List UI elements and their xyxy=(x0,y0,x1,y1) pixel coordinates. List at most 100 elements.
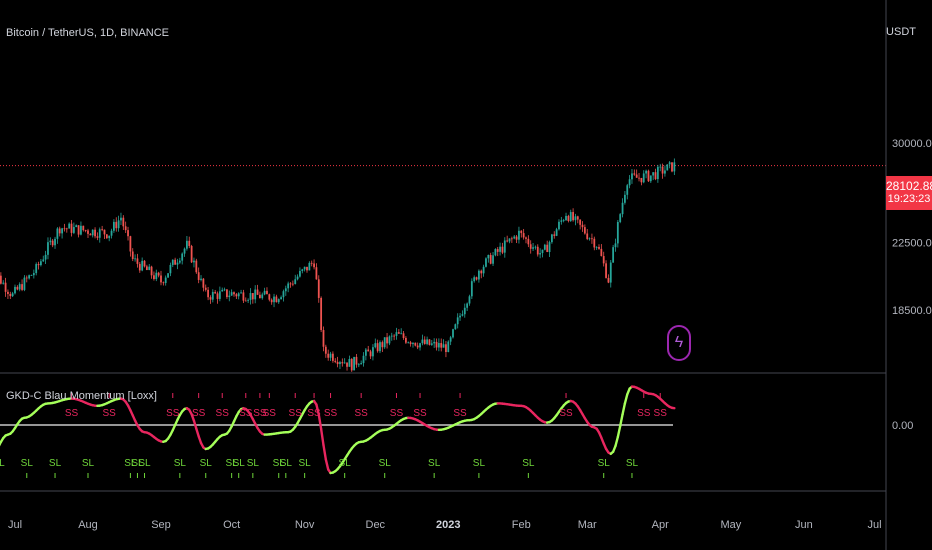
signal-short-label: SS xyxy=(637,408,651,419)
currency-label: USDT xyxy=(886,26,916,38)
candle-body xyxy=(131,251,134,260)
candle-body xyxy=(49,240,52,243)
candle-body xyxy=(374,343,377,348)
candle-body xyxy=(369,351,372,357)
candle-body xyxy=(296,276,299,280)
candle-body xyxy=(21,284,23,290)
candle-body xyxy=(259,294,261,299)
candle-body xyxy=(419,343,421,348)
candle-body xyxy=(492,255,494,264)
candle-body xyxy=(449,337,452,342)
indicator-title: GKD-C Blau Momentum [Loxx] xyxy=(6,390,157,402)
candle-body xyxy=(317,279,320,298)
candle-body xyxy=(261,294,264,299)
candle-body xyxy=(475,277,478,280)
candle-body xyxy=(56,228,59,239)
candle-body xyxy=(661,166,664,174)
oscillator-segment xyxy=(618,413,624,428)
candle-body xyxy=(390,335,393,337)
candle-body xyxy=(84,230,87,231)
candle-body xyxy=(534,246,537,248)
candle-body xyxy=(251,293,254,300)
candle-body xyxy=(299,270,301,277)
candle-body xyxy=(612,247,615,263)
x-tick-label: Jul xyxy=(867,519,881,531)
signal-long-label: SL xyxy=(233,458,246,469)
candle-body xyxy=(409,342,412,345)
candle-body xyxy=(44,254,47,260)
signal-long-label: SL xyxy=(82,458,95,469)
candle-body xyxy=(70,223,73,233)
x-tick-label: 2023 xyxy=(436,519,460,531)
candle-body xyxy=(209,297,212,300)
candle-body xyxy=(628,179,631,186)
signal-long-label: SL xyxy=(247,458,260,469)
candle-body xyxy=(423,339,426,344)
candle-body xyxy=(237,293,240,297)
oscillator-segment xyxy=(317,413,323,431)
candle-body xyxy=(150,266,153,276)
candle-body xyxy=(395,332,398,336)
candle-body xyxy=(270,299,273,303)
candle-body xyxy=(548,242,551,252)
candle-body xyxy=(487,254,490,259)
candle-body xyxy=(386,337,388,344)
candle-body xyxy=(522,233,525,238)
lightning-bolt-icon[interactable]: ϟ xyxy=(667,325,691,361)
signal-short-label: SS xyxy=(390,408,404,419)
signal-long-label: SL xyxy=(299,458,312,469)
candle-body xyxy=(16,286,19,290)
candle-body xyxy=(518,230,520,240)
y-tick-label: 30000.00 xyxy=(892,138,932,150)
candle-body xyxy=(529,244,532,249)
candle-body xyxy=(145,266,148,271)
candle-body xyxy=(543,244,546,250)
candle-body xyxy=(190,245,193,263)
signal-long-label: SL xyxy=(226,458,239,469)
candle-body xyxy=(183,248,186,254)
signal-long-label: SL xyxy=(49,458,62,469)
candle-body xyxy=(207,289,209,298)
candle-body xyxy=(254,289,257,300)
signal-short-label: SS xyxy=(307,408,321,419)
candle-body xyxy=(320,297,323,331)
candle-body xyxy=(635,174,638,178)
oscillator-segment xyxy=(614,435,620,448)
candle-body xyxy=(294,279,297,284)
candle-body xyxy=(54,238,56,246)
candle-body xyxy=(164,277,167,283)
signal-long-label: SL xyxy=(280,458,293,469)
candle-body xyxy=(68,223,71,229)
candle-body xyxy=(393,335,396,337)
candle-body xyxy=(649,175,652,182)
candle-body xyxy=(357,364,360,366)
x-tick-label: Jun xyxy=(795,519,813,531)
candle-body xyxy=(25,277,28,279)
candle-body xyxy=(101,229,104,231)
candle-body xyxy=(400,333,403,335)
candle-body xyxy=(91,229,94,236)
signal-long-label: SL xyxy=(273,458,286,469)
candle-body xyxy=(42,259,45,262)
candle-body xyxy=(138,263,141,271)
candle-body xyxy=(4,282,7,292)
signal-long-label: SL xyxy=(0,458,5,469)
candle-body xyxy=(117,220,120,229)
candle-body xyxy=(454,324,457,330)
candle-body xyxy=(313,263,315,268)
candle-body xyxy=(562,220,565,221)
signal-long-label: SL xyxy=(131,458,144,469)
candle-body xyxy=(421,339,424,344)
candle-body xyxy=(673,162,676,172)
signal-short-label: SS xyxy=(65,408,79,419)
candle-body xyxy=(626,185,629,195)
candle-body xyxy=(47,242,49,255)
candle-body xyxy=(134,258,136,260)
candle-body xyxy=(558,221,560,230)
candle-body xyxy=(668,162,671,165)
candle-body xyxy=(87,230,89,234)
candle-body xyxy=(631,173,633,180)
candle-body xyxy=(372,347,374,357)
candle-body xyxy=(541,249,544,254)
candle-body xyxy=(437,343,440,348)
